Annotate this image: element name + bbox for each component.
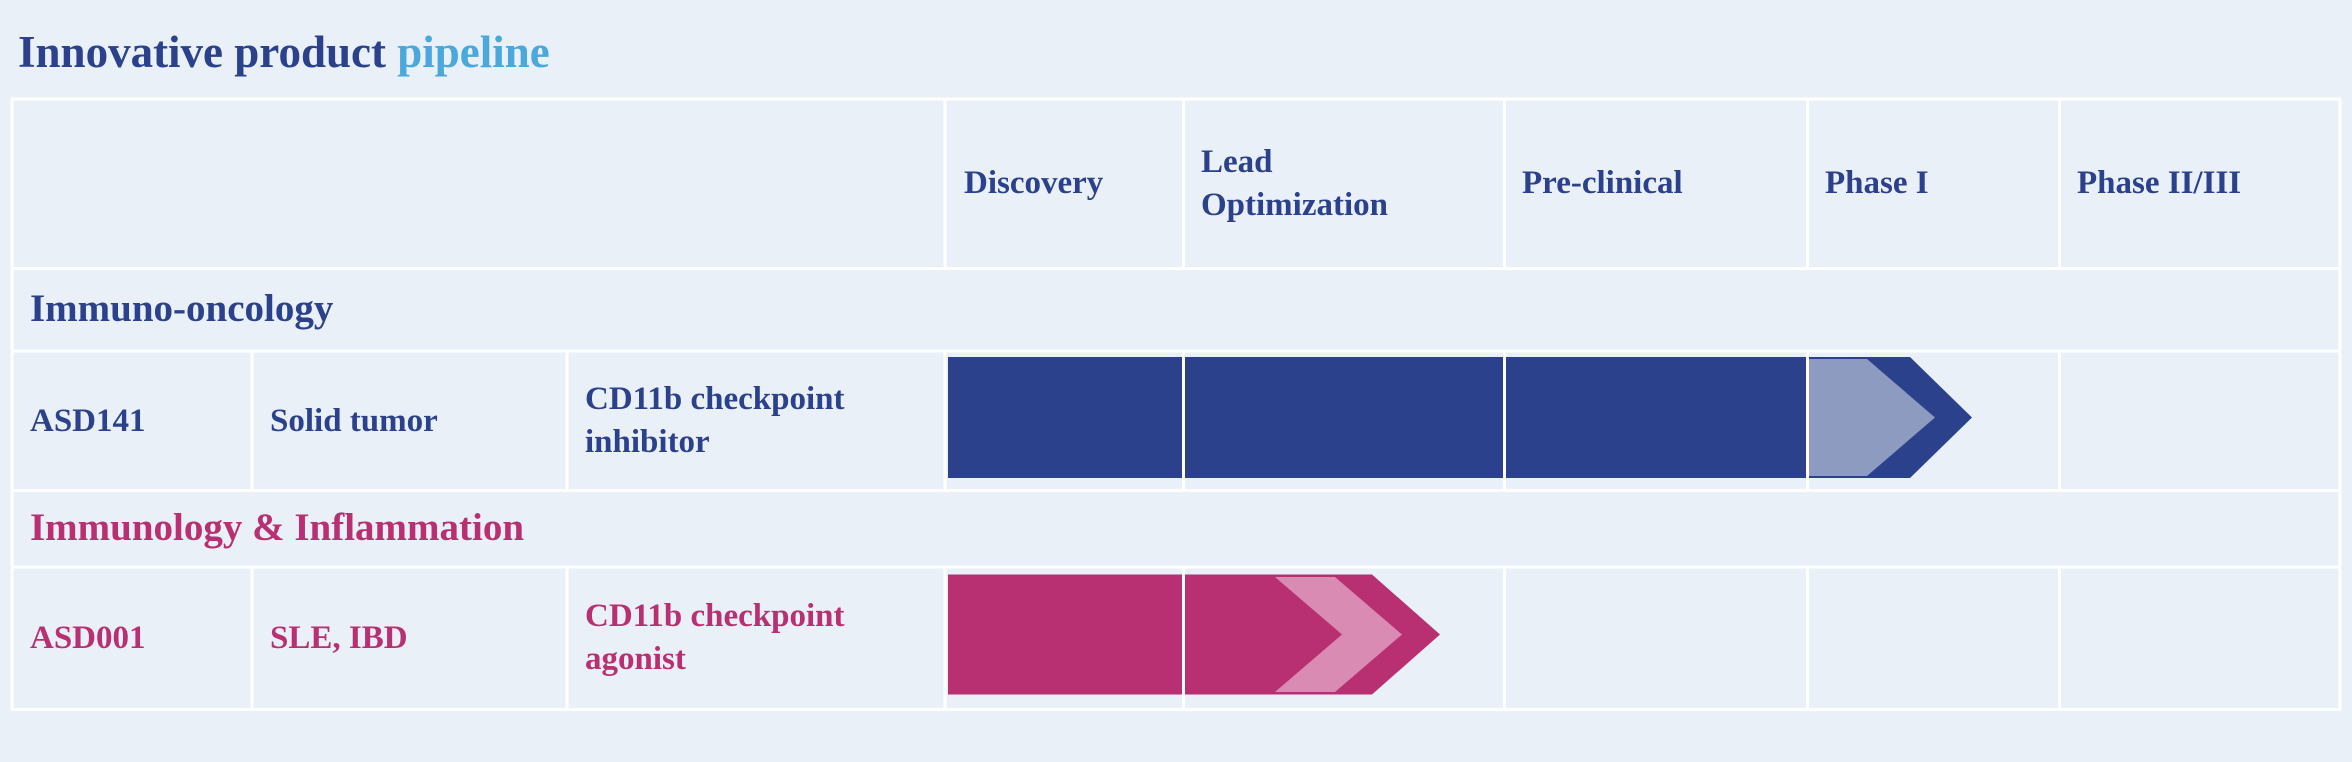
group-label: Immunology & Inflammation <box>30 506 525 550</box>
mechanism: CD11b checkpoint inhibitor <box>585 381 845 460</box>
column-header: Phase I <box>1825 165 1929 202</box>
progress-chevron <box>1809 359 1935 476</box>
indication: SLE, IBD <box>270 619 408 656</box>
progress-arrow <box>1372 574 1440 695</box>
column-header: Discovery <box>964 165 1104 202</box>
progress-asd001 <box>948 574 1440 695</box>
progress-asd141 <box>948 357 1972 478</box>
product-code: ASD141 <box>30 402 146 439</box>
title-text: Innovative product <box>18 26 386 77</box>
progress-chevron <box>1275 577 1402 692</box>
column-header: Phase II/III <box>2077 165 2242 202</box>
indication: Solid tumor <box>270 402 438 439</box>
table-border <box>10 97 2342 711</box>
column-header: Lead Optimization <box>1201 143 1388 223</box>
group-label: Immuno-oncology <box>30 287 334 331</box>
title-highlight: pipeline <box>397 26 550 77</box>
page-title: Innovative product pipeline <box>18 22 550 82</box>
product-code: ASD001 <box>30 619 146 656</box>
mechanism: CD11b checkpoint agonist <box>585 598 845 677</box>
column-header: Pre-clinical <box>1522 165 1683 202</box>
progress-bar <box>948 357 1807 478</box>
